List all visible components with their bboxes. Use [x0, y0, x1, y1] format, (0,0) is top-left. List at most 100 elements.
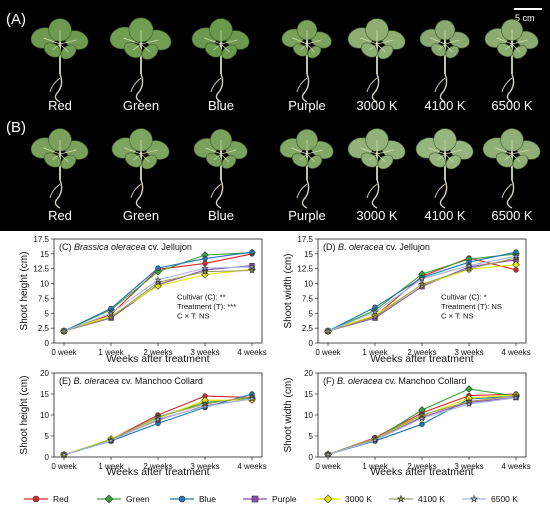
plant-image [191, 18, 250, 103]
legend-marker [396, 494, 406, 503]
series-6500-k [324, 393, 520, 458]
data-point [371, 308, 379, 316]
legend-label: Purple [272, 494, 297, 504]
y-tick-label: 5 [45, 309, 50, 318]
y-tick-label: 15 [304, 390, 313, 399]
species-name: B. oleracea [74, 376, 120, 386]
legend-marker [469, 494, 479, 503]
panel-letter: (E) [59, 376, 74, 386]
scale-bar: 5 cm [514, 8, 542, 23]
data-point [107, 436, 115, 444]
y-axis-label: Shoot height (cm) [19, 252, 30, 331]
row-b-caption: 3000 K [356, 208, 398, 223]
row-a-caption: 6500 K [491, 98, 533, 113]
y-axis-label: Shoot width (cm) [283, 377, 294, 452]
stats-annotation: C × T: NS [441, 312, 474, 321]
cultivar-name: cv. Manchoo Collard [119, 376, 203, 386]
row-b-captions: Red Green Blue Purple 3000 K 4100 K 6500 K [48, 208, 533, 223]
growth-charts: 0 2.5 5 7.5 10 12.5 15 17.5 0 week 1 week 2 weeks 3… [19, 235, 531, 504]
y-axis-label: Shoot height (cm) [19, 376, 30, 455]
plant-image [347, 18, 406, 103]
chart-panel-c: 0 2.5 5 7.5 10 12.5 15 17.5 0 week 1 week 2 weeks 3… [19, 235, 267, 365]
plant-image [30, 128, 89, 209]
y-axis-label: Shoot width (cm) [283, 253, 294, 328]
y-tick-label: 7.5 [302, 294, 314, 303]
chart-title: (D) B. oleracea cv. Jellujon [323, 242, 430, 252]
plant-image [30, 18, 89, 103]
legend-entry: Green [97, 494, 150, 504]
y-tick-label: 10 [304, 280, 313, 289]
row-a-caption: Blue [208, 98, 234, 113]
x-tick-label: 2 weeks [143, 462, 172, 471]
y-tick-label: 20 [40, 369, 49, 378]
row-b-caption: Blue [208, 208, 234, 223]
panel-label-a: (A) [6, 11, 26, 28]
legend-label: Red [53, 494, 69, 504]
series-line [63, 251, 253, 332]
plant-image [419, 19, 470, 103]
legend-label: 6500 K [491, 494, 518, 504]
x-tick-label: 1 week [98, 348, 124, 357]
legend-entry: Red [24, 494, 69, 504]
stats-annotation: Treatment (T): *** [177, 302, 236, 311]
x-axis-label: Weeks after treatment [106, 466, 209, 478]
series-6500-k [60, 263, 256, 335]
chart-title: (C) Brassica oleracea cv. Jellujon [59, 242, 192, 252]
chart-legend: Red Green Blue Purple 3000 K 4100 K 6500 K [24, 494, 518, 504]
x-tick-label: 1 week [362, 348, 388, 357]
panel-label-b: (B) [6, 119, 26, 136]
x-tick-label: 2 weeks [407, 462, 436, 471]
chart-panel-f: 0 5 10 15 20 0 week 1 week 2 weeks 3 weeks 4 week… [283, 369, 531, 478]
legend-entry: Purple [243, 494, 297, 504]
chart-title: (F) B. oleracea cv. Manchoo Collard [323, 376, 466, 386]
legend-entry: Blue [170, 494, 216, 504]
legend-marker [251, 495, 259, 503]
plant-image [193, 129, 248, 209]
y-tick-label: 15 [304, 250, 313, 259]
y-tick-label: 15 [40, 250, 49, 259]
row-b-caption: Purple [288, 208, 326, 223]
x-axis-label: Weeks after treatment [370, 466, 473, 478]
y-tick-label: 0 [309, 339, 314, 348]
data-point [419, 421, 425, 427]
y-tick-label: 17.5 [33, 235, 49, 244]
cultivar-name: cv. Manchoo Collard [383, 376, 467, 386]
row-a-caption: 4100 K [424, 98, 466, 113]
legend-marker [32, 495, 40, 503]
x-axis-label: Weeks after treatment [106, 353, 209, 365]
x-tick-label: 0 week [51, 462, 77, 471]
stats-annotation: Cultivar (C): ** [177, 293, 226, 302]
y-tick-label: 12.5 [33, 265, 49, 274]
x-tick-label: 1 week [98, 462, 124, 471]
plant-image [111, 128, 170, 209]
cultivar-name: cv. Jellujon [384, 242, 430, 252]
data-point [324, 450, 332, 458]
stats-annotation: C × T: NS [177, 312, 210, 321]
row-a-caption: Green [123, 98, 159, 113]
y-tick-label: 12.5 [297, 265, 313, 274]
series-purple [61, 396, 255, 458]
x-tick-label: 3 weeks [190, 348, 219, 357]
y-tick-label: 7.5 [38, 294, 50, 303]
data-point [201, 264, 209, 272]
panel-letter: (D) [323, 242, 338, 252]
legend-label: Blue [199, 494, 216, 504]
y-tick-label: 2.5 [38, 324, 50, 333]
legend-marker [323, 494, 333, 504]
series-6500-k [60, 394, 256, 458]
x-tick-label: 4 weeks [501, 348, 530, 357]
panel-letter: (C) [59, 242, 74, 252]
x-tick-label: 0 week [315, 462, 341, 471]
stats-annotation: Treatment (T): NS [441, 302, 502, 311]
row-b-caption: Red [48, 208, 72, 223]
legend-label: Green [126, 494, 150, 504]
data-point [154, 415, 162, 423]
data-point [465, 400, 473, 408]
chart-panel-d: 0 2.5 5 7.5 10 12.5 15 17.5 0 week 1 week 2 weeks 3… [283, 235, 531, 365]
panel-letter: (F) [323, 376, 337, 386]
stats-annotation: Cultivar (C): * [441, 293, 487, 302]
x-tick-label: 3 weeks [454, 348, 483, 357]
data-point [201, 402, 209, 410]
plant-image [415, 128, 474, 209]
x-tick-label: 1 week [362, 462, 388, 471]
